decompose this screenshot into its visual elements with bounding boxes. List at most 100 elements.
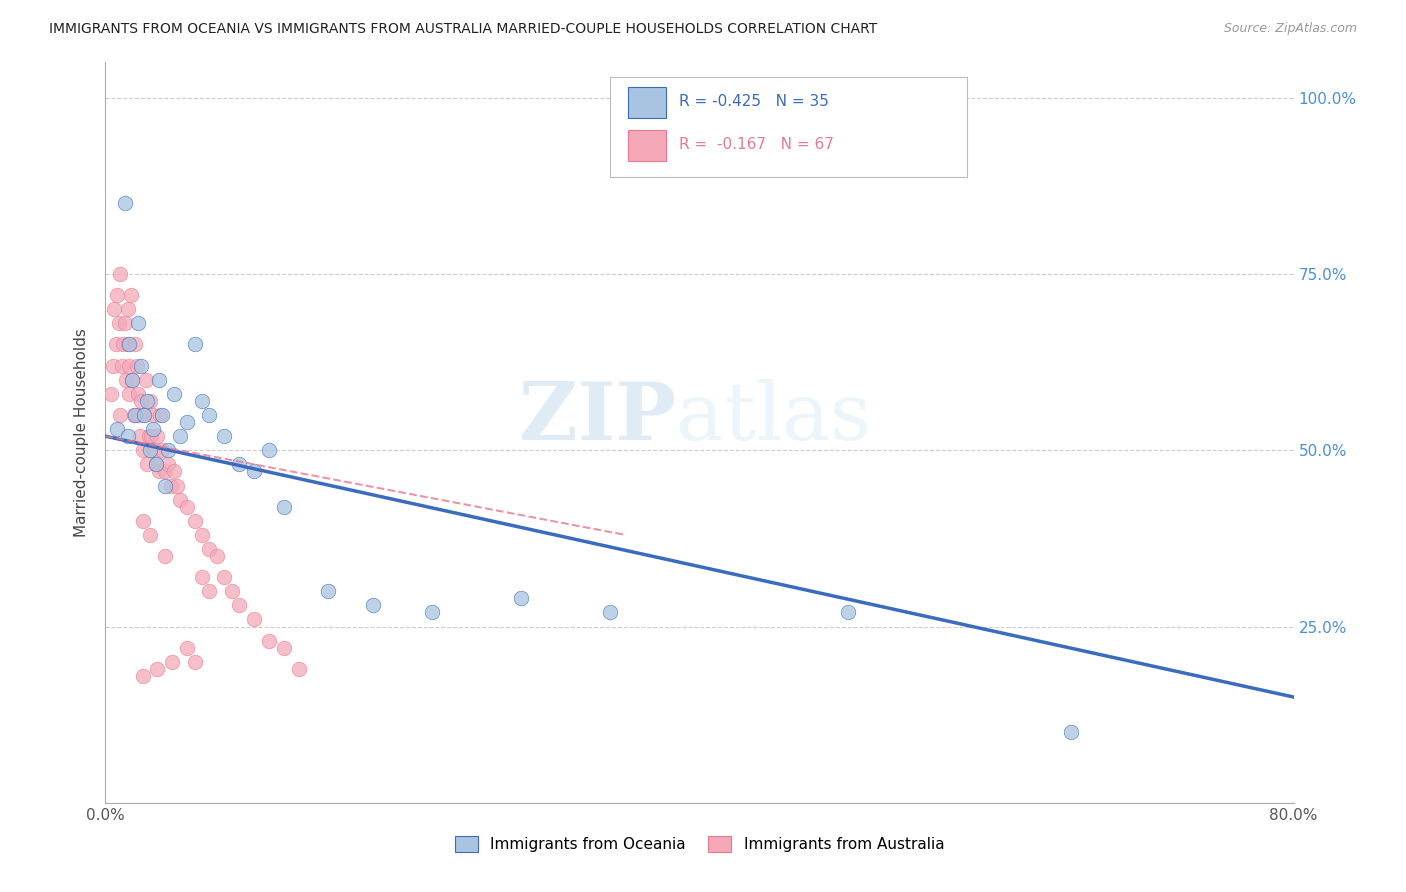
FancyBboxPatch shape [628, 87, 666, 118]
Point [132, 408, 155, 422]
Point [117, 337, 139, 351]
Point [108, 316, 131, 330]
Point [138, 429, 160, 443]
Point [205, 549, 228, 563]
Point [361, 599, 384, 613]
Point [124, 408, 146, 422]
Point [191, 570, 214, 584]
Point [141, 429, 163, 443]
Point [149, 408, 172, 422]
Point [163, 387, 186, 401]
Point [118, 359, 141, 373]
Point [132, 408, 155, 422]
Point [125, 359, 148, 373]
Point [243, 464, 266, 478]
Point [101, 359, 124, 373]
Point [112, 337, 135, 351]
Point [114, 316, 136, 330]
Point [1060, 725, 1083, 739]
Point [129, 359, 152, 373]
Point [198, 584, 221, 599]
Point [176, 500, 198, 514]
Point [142, 422, 165, 436]
Point [257, 443, 280, 458]
Point [228, 599, 250, 613]
Point [127, 387, 149, 401]
Point [127, 316, 149, 330]
Text: ZIP: ZIP [519, 379, 676, 457]
Point [420, 606, 443, 620]
Point [243, 612, 266, 626]
Point [139, 528, 162, 542]
Point [146, 662, 169, 676]
Point [273, 500, 295, 514]
Point [316, 584, 339, 599]
Point [105, 422, 128, 436]
Point [183, 337, 205, 351]
Point [110, 408, 132, 422]
Point [221, 584, 243, 599]
Point [599, 606, 621, 620]
Point [142, 408, 165, 422]
Text: Source: ZipAtlas.com: Source: ZipAtlas.com [1223, 22, 1357, 36]
Point [837, 606, 859, 620]
Point [148, 464, 170, 478]
Point [121, 373, 143, 387]
Point [139, 393, 162, 408]
Point [131, 514, 153, 528]
Point [110, 267, 132, 281]
Text: atlas: atlas [676, 379, 870, 457]
Text: R =  -0.167   N = 67: R = -0.167 N = 67 [679, 137, 834, 153]
Point [510, 591, 533, 606]
Point [148, 373, 170, 387]
Point [121, 373, 143, 387]
Point [156, 458, 179, 472]
Point [153, 478, 176, 492]
Point [191, 393, 214, 408]
Point [118, 337, 141, 351]
Point [153, 549, 176, 563]
Point [136, 393, 159, 408]
Point [100, 387, 122, 401]
Point [228, 458, 250, 472]
Point [150, 443, 173, 458]
FancyBboxPatch shape [628, 130, 666, 161]
Point [146, 429, 169, 443]
Point [198, 408, 221, 422]
Point [145, 458, 167, 472]
Point [139, 443, 162, 458]
Point [136, 458, 159, 472]
Point [214, 429, 236, 443]
Point [257, 633, 280, 648]
Point [169, 492, 191, 507]
Point [198, 541, 221, 556]
Point [169, 429, 191, 443]
Point [131, 669, 153, 683]
Point [150, 408, 173, 422]
Point [191, 528, 214, 542]
Point [103, 302, 125, 317]
Point [156, 443, 179, 458]
Y-axis label: Married-couple Households: Married-couple Households [75, 328, 90, 537]
Point [135, 373, 157, 387]
Point [117, 429, 139, 443]
Point [273, 640, 295, 655]
Point [115, 373, 138, 387]
Point [124, 337, 146, 351]
Point [104, 337, 127, 351]
Point [129, 393, 152, 408]
Point [176, 415, 198, 429]
Point [176, 640, 198, 655]
Point [118, 387, 141, 401]
Point [114, 196, 136, 211]
Point [128, 429, 150, 443]
Point [143, 443, 166, 458]
Point [127, 408, 149, 422]
Point [131, 443, 153, 458]
Point [122, 408, 145, 422]
Point [120, 288, 142, 302]
Point [183, 514, 205, 528]
Point [166, 478, 188, 492]
Point [287, 662, 309, 676]
Legend: Immigrants from Oceania, Immigrants from Australia: Immigrants from Oceania, Immigrants from… [449, 830, 950, 858]
